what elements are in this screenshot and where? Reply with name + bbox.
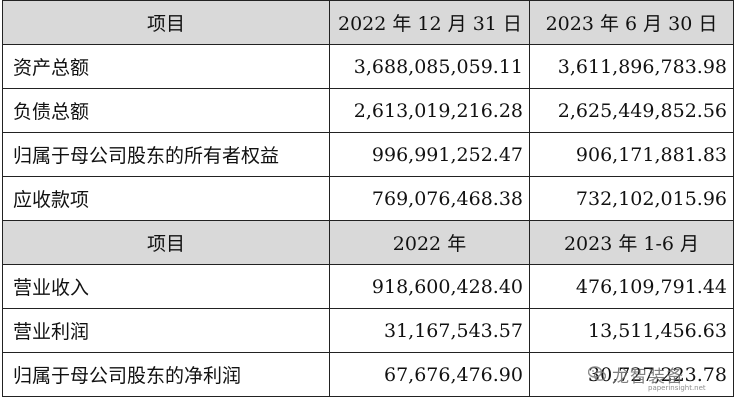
cell-value: 67,676,476.90	[329, 352, 530, 397]
row-label-net-profit: 归属于母公司股东的净利润	[2, 352, 330, 397]
header-cell-item: 项目	[2, 220, 330, 265]
table-row: 应收款项 769,076,468.38 732,102,015.96	[2, 176, 734, 221]
table-row: 负债总额 2,613,019,216.28 2,625,449,852.56	[2, 88, 734, 133]
wechat-icon	[587, 366, 607, 382]
row-label-receivables: 应收款项	[2, 176, 330, 221]
watermark-text: 龙智装备	[612, 367, 684, 387]
cell-value: 3,611,896,783.98	[529, 44, 734, 89]
header-cell-2023-06-30: 2023 年 6 月 30 日	[529, 0, 734, 45]
row-label-total-assets: 资产总额	[2, 44, 330, 89]
table-row: 资产总额 3,688,085,059.11 3,611,896,783.98	[2, 44, 734, 89]
cell-value: 918,600,428.40	[329, 264, 530, 309]
table-header-row: 项目 2022 年 2023 年 1-6 月	[2, 220, 734, 265]
cell-value: 2,625,449,852.56	[529, 88, 734, 133]
table-row: 归属于母公司股东的净利润 67,676,476.90 30,727,223.78	[2, 352, 734, 397]
cell-value: 476,109,791.44	[529, 264, 734, 309]
cell-value: 2,613,019,216.28	[329, 88, 530, 133]
cell-value: 30,727,223.78	[529, 352, 734, 397]
watermark-url: paperinsight.net	[648, 384, 706, 392]
watermark: 龙智装备 paperinsight.net	[582, 362, 732, 398]
row-label-total-liabilities: 负债总额	[2, 88, 330, 133]
header-cell-item: 项目	[2, 0, 330, 45]
table-row: 营业利润 31,167,543.57 13,511,456.63	[2, 308, 734, 353]
cell-value: 13,511,456.63	[529, 308, 734, 353]
table-header-row: 项目 2022 年 12 月 31 日 2023 年 6 月 30 日	[2, 0, 734, 45]
table-row: 营业收入 918,600,428.40 476,109,791.44	[2, 264, 734, 309]
cell-value: 31,167,543.57	[329, 308, 530, 353]
table-row: 归属于母公司股东的所有者权益 996,991,252.47 906,171,88…	[2, 132, 734, 177]
row-label-revenue: 营业收入	[2, 264, 330, 309]
cell-value: 3,688,085,059.11	[329, 44, 530, 89]
cell-value: 732,102,015.96	[529, 176, 734, 221]
row-label-owners-equity: 归属于母公司股东的所有者权益	[2, 132, 330, 177]
financial-table: 项目 2022 年 12 月 31 日 2023 年 6 月 30 日 资产总额…	[2, 0, 734, 397]
cell-value: 769,076,468.38	[329, 176, 530, 221]
cell-value: 996,991,252.47	[329, 132, 530, 177]
header-cell-2022-12-31: 2022 年 12 月 31 日	[329, 0, 530, 45]
cell-value: 906,171,881.83	[529, 132, 734, 177]
header-cell-2023-h1: 2023 年 1-6 月	[529, 220, 734, 265]
row-label-operating-profit: 营业利润	[2, 308, 330, 353]
header-cell-2022: 2022 年	[329, 220, 530, 265]
